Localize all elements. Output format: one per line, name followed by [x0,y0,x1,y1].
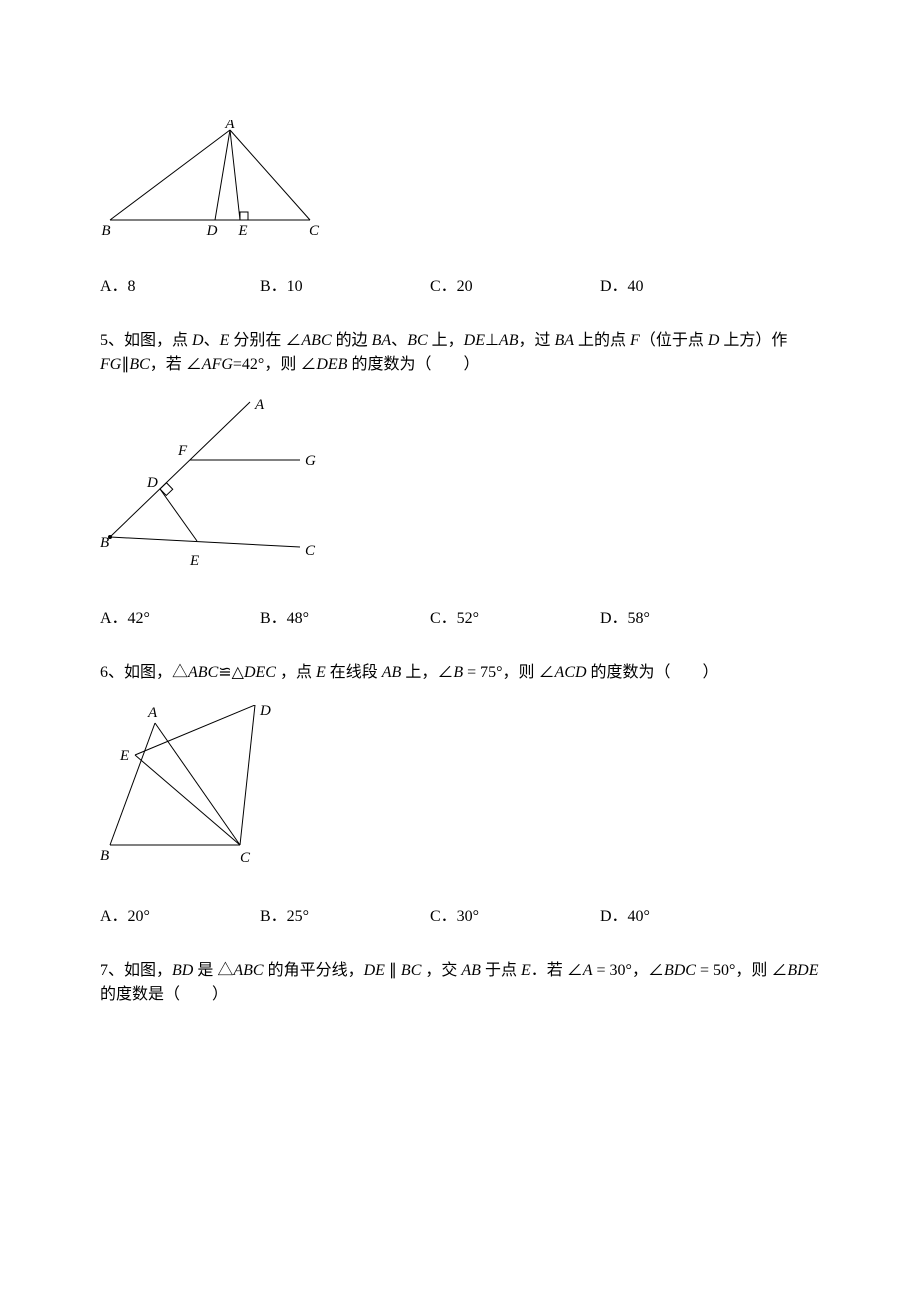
svg-text:G: G [305,453,316,469]
q6-stem: 6、如图，△ABC≌△DEC ，点 E 在线段 AB 上，∠B = 75°，则 … [100,661,820,685]
q6-svg: A D E B C [100,705,290,875]
svg-text:B: B [100,848,109,864]
q6-option-c[interactable]: C．30° [430,905,600,929]
q5-option-c[interactable]: C．52° [430,607,600,631]
svg-text:D: D [206,223,218,239]
q5-option-a[interactable]: A．42° [100,607,260,631]
svg-text:E: E [237,223,247,239]
svg-text:C: C [305,543,316,559]
q4-option-c[interactable]: C．20 [430,275,600,299]
q5-figure: A B F G D E C [100,397,820,577]
q5-svg: A B F G D E C [100,397,325,577]
q4-figure: A B C D E [100,120,820,245]
q5-option-b[interactable]: B．48° [260,607,430,631]
q5-option-d[interactable]: D．58° [600,607,740,631]
svg-text:A: A [254,397,265,413]
q5-stem: 5、如图，点 D、E 分别在 ∠ABC 的边 BA、BC 上，DE⊥AB，过 B… [100,329,820,377]
q4-option-b[interactable]: B．10 [260,275,430,299]
q5-options: A．42° B．48° C．52° D．58° [100,607,820,631]
q4-options: A．8 B．10 C．20 D．40 [100,275,820,299]
svg-text:D: D [259,705,271,719]
svg-text:E: E [119,748,129,764]
svg-text:E: E [189,553,199,569]
svg-text:D: D [146,475,158,491]
svg-text:F: F [177,443,188,459]
q6-option-d[interactable]: D．40° [600,905,740,929]
q4-svg: A B C D E [100,120,330,245]
q4-option-a[interactable]: A．8 [100,275,260,299]
svg-text:C: C [240,850,251,866]
q6-figure: A D E B C [100,705,820,875]
q6-options: A．20° B．25° C．30° D．40° [100,905,820,929]
q4-option-d[interactable]: D．40 [600,275,740,299]
svg-text:B: B [101,223,110,239]
svg-text:B: B [100,535,109,551]
svg-text:A: A [147,705,158,721]
svg-text:A: A [224,120,235,132]
q6-option-a[interactable]: A．20° [100,905,260,929]
q6-option-b[interactable]: B．25° [260,905,430,929]
q7-stem: 7、如图，BD 是 △ABC 的角平分线，DE ∥ BC ，交 AB 于点 E．… [100,959,820,1007]
svg-text:C: C [309,223,320,239]
